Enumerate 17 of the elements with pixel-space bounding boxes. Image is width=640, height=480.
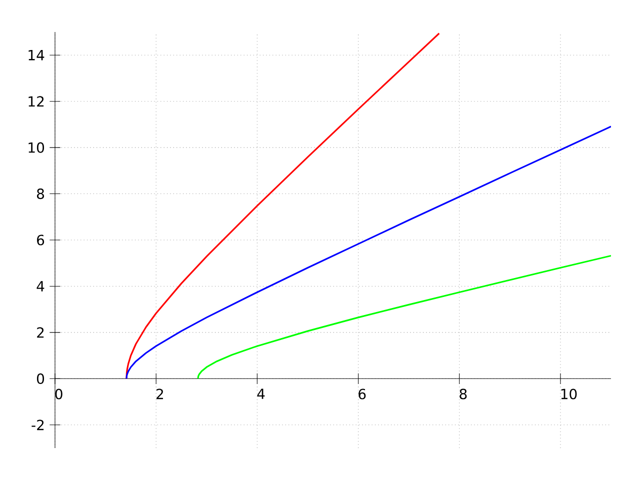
y-tick-label: 4	[36, 281, 44, 292]
line-series	[126, 126, 611, 380]
y-tick-label: 12	[28, 96, 44, 107]
y-tick-label: -2	[32, 420, 44, 430]
y-tick-label: 2	[37, 327, 44, 338]
x-tick-label: 2	[156, 388, 163, 400]
x-tick-label: 6	[358, 388, 366, 400]
line-series	[126, 32, 440, 380]
y-tick-label: 8	[36, 188, 44, 200]
x-tick-label: 0	[55, 388, 62, 400]
x-tick-label: 4	[257, 388, 265, 399]
y-tick-label: 6	[37, 234, 44, 246]
y-tick-label: 0	[36, 373, 44, 384]
x-tick-label: 8	[460, 388, 467, 400]
y-tick-label: 10	[28, 142, 44, 153]
y-tick-label: 14	[28, 50, 44, 60]
x-tick-label: 10	[561, 388, 577, 400]
